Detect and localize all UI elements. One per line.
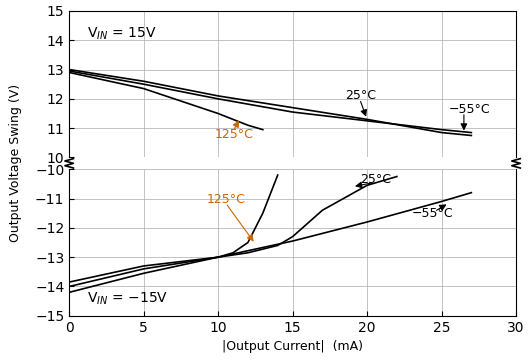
Text: Output Voltage Swing (V): Output Voltage Swing (V) xyxy=(10,84,22,242)
Text: 25°C: 25°C xyxy=(360,173,390,186)
X-axis label: |Output Current|  (mA): |Output Current| (mA) xyxy=(222,340,363,353)
Text: 125°C: 125°C xyxy=(215,127,254,140)
Text: V$_{IN}$ = 15V: V$_{IN}$ = 15V xyxy=(87,25,156,42)
Text: 125°C: 125°C xyxy=(206,193,245,207)
Text: V$_{IN}$ = −15V: V$_{IN}$ = −15V xyxy=(87,291,168,307)
Text: −55°C: −55°C xyxy=(412,207,453,220)
Text: 25°C: 25°C xyxy=(345,89,376,102)
Text: −55°C: −55°C xyxy=(449,103,491,115)
